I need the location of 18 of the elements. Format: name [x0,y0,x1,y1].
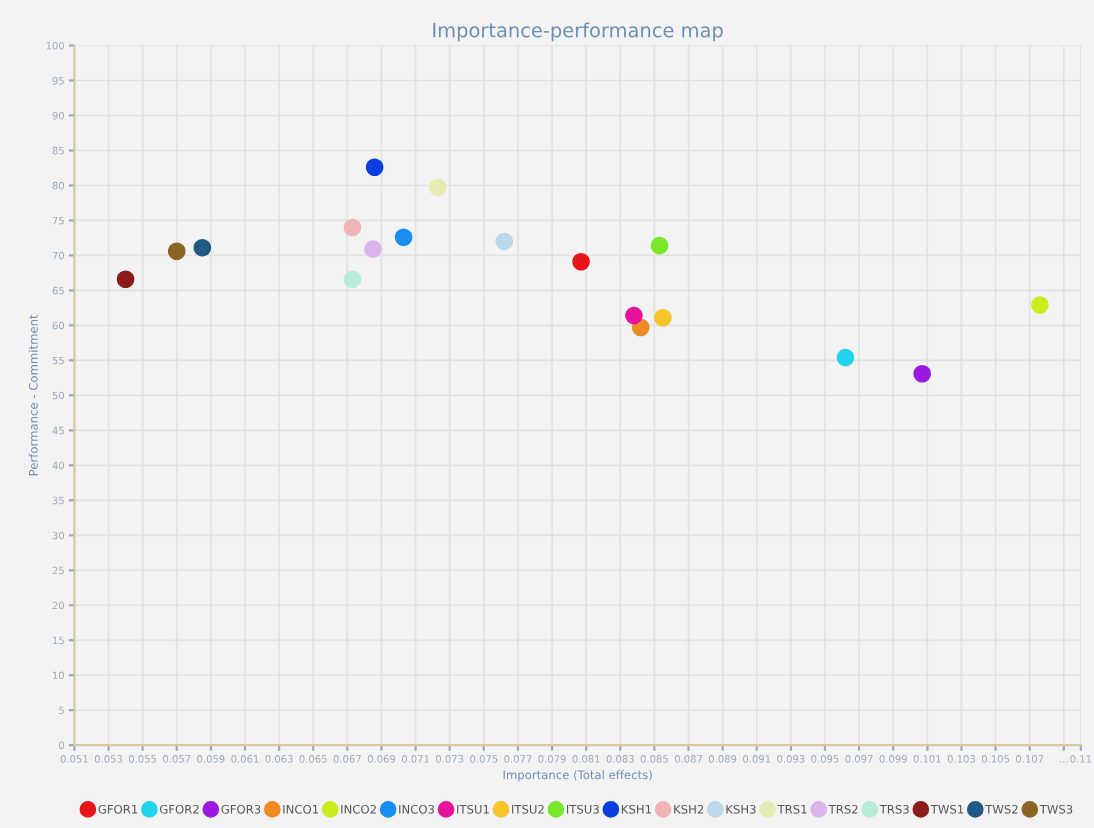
point [428,178,447,197]
point [650,236,669,255]
point [193,238,212,257]
chart-title: Importance-performance map [433,22,723,42]
point [572,252,590,271]
point [1031,296,1049,314]
point [654,308,672,327]
point [625,306,643,325]
point [394,228,413,247]
point [495,232,514,251]
point [365,158,384,177]
point [836,348,855,367]
point [167,242,186,261]
point [913,364,932,383]
point [364,240,382,258]
point [116,270,135,289]
point [343,270,362,289]
point [343,218,362,237]
